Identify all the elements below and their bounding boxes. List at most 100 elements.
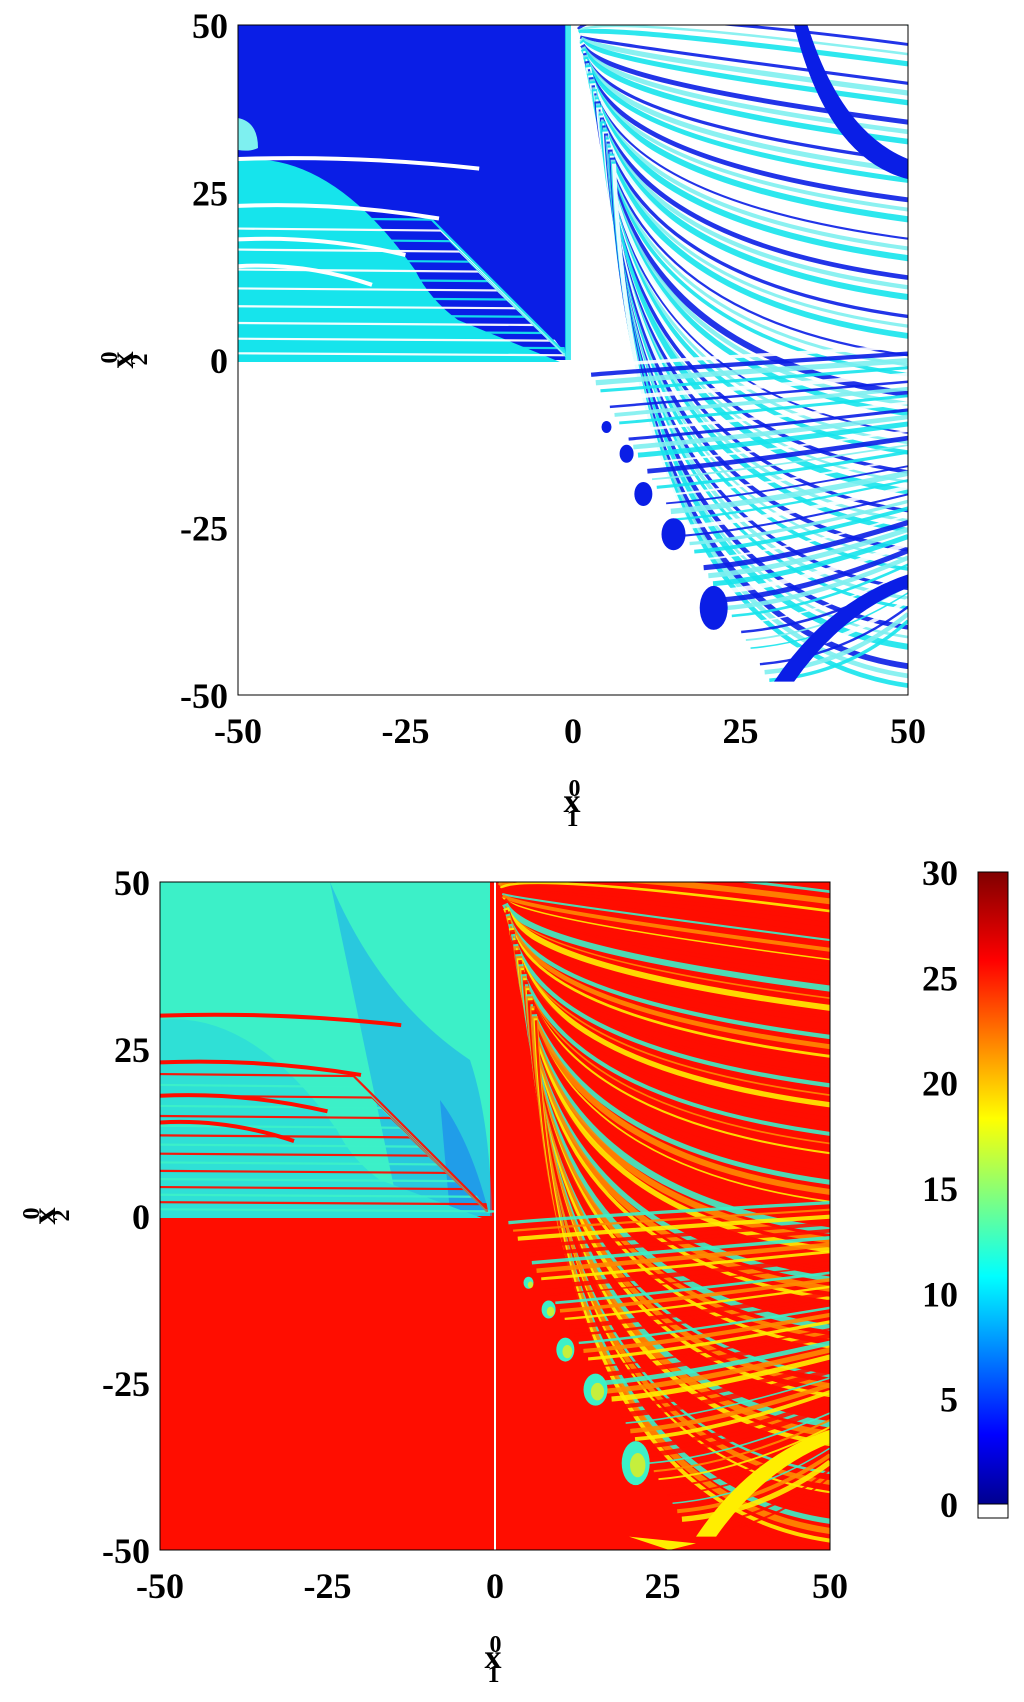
fan-wedge (564, 1285, 830, 1321)
fan-wedge (658, 1426, 830, 1481)
bottom-x-axis-label: x0 1 (485, 1632, 502, 1688)
fan-wedge (623, 401, 908, 433)
fan-wedge (587, 1320, 830, 1361)
fan-wedge (604, 372, 908, 402)
fan-wedge (614, 386, 908, 417)
fan-wedge (590, 351, 908, 377)
fan-wedge (708, 527, 908, 579)
bottom-axes-frame (159, 881, 831, 1551)
y-tick-label: 50 (192, 6, 228, 46)
lobe-boundary (160, 1093, 328, 1114)
fan-wedge (712, 534, 908, 587)
bottom-yellow-edge (629, 1536, 696, 1550)
fan-curve (579, 32, 908, 76)
bottom-teal-blobs (523, 1276, 830, 1550)
y-tick-label: 0 (210, 341, 228, 381)
colorbar-below-range (977, 1503, 1009, 1519)
bottom-left-stripes (160, 1012, 496, 1214)
fan-curve (499, 882, 830, 885)
fan-wedge (536, 1242, 830, 1274)
diagonal-blob (601, 421, 612, 433)
fan-wedge (680, 485, 908, 530)
vertical-seam (564, 25, 571, 360)
lobe-boundary (238, 263, 373, 287)
x-tick-label: 50 (812, 1566, 848, 1606)
fan-curve (579, 35, 908, 85)
fan-wedge (722, 548, 908, 603)
fan-wedge (647, 435, 908, 474)
fan-curve (507, 917, 830, 1058)
y-tick-label: -50 (102, 1531, 150, 1571)
diagonal-blob-core (590, 1382, 605, 1401)
top-x-axis-label: x0 1 (564, 776, 581, 832)
fan-wedge (755, 598, 908, 659)
colorbar-tick-label: 5 (940, 1380, 958, 1420)
fan-wedge (555, 1271, 830, 1305)
top-y-axis-label: x0 2 (97, 352, 153, 369)
fan-wedge (611, 1354, 830, 1402)
diagonal-blob-core (630, 1453, 646, 1478)
fan-wedge (595, 358, 908, 386)
fan-curve (497, 882, 830, 905)
bottom-x-ticks: -50 -25 0 25 50 (136, 1566, 848, 1606)
fan-curve (503, 906, 830, 1011)
colorbar-tick-label: 25 (922, 958, 958, 998)
lobe-boundary (238, 203, 440, 221)
fan-wedge (661, 458, 908, 497)
fan-wedge (633, 414, 908, 450)
fan-wedge (642, 430, 908, 465)
bottom-center-basin-deep (440, 1100, 488, 1212)
fan-curve (499, 882, 830, 913)
bottom-left-lobes (160, 1019, 482, 1218)
bottom-right-fan (497, 882, 830, 1550)
fan-wedge (541, 1250, 830, 1281)
colorbar-tick-label: 20 (922, 1064, 958, 1104)
fan-wedge (609, 380, 908, 409)
lobe-boundary (238, 236, 406, 257)
fan-wedge (677, 1453, 830, 1514)
diagonal-blob-core (527, 1281, 534, 1289)
fan-wedge (759, 605, 908, 666)
colorbar-tick-label: 10 (922, 1274, 958, 1314)
colorbar-tick-label: 15 (922, 1169, 958, 1209)
fan-wedge (666, 465, 908, 505)
lobe-boundary (160, 1012, 402, 1028)
top-left-lobe-tip (238, 118, 258, 151)
fan-wedge (689, 499, 908, 546)
fan-wedge (653, 1419, 830, 1473)
fan-wedge (644, 1403, 830, 1458)
fan-curve (500, 886, 830, 923)
fan-wedge (550, 1264, 830, 1296)
fan-wedge (597, 1333, 830, 1378)
colorbar-ticks: 30 25 20 15 10 5 0 (922, 853, 958, 1525)
colorbar-tick-label: 0 (940, 1485, 958, 1525)
x-tick-label: 0 (486, 1566, 504, 1606)
fan-wedge (651, 444, 908, 481)
fan-wedge (684, 493, 908, 537)
fan-wedge (736, 571, 908, 625)
fan-wedge (717, 541, 908, 595)
fan-wedge (637, 421, 908, 458)
fan-wedge (639, 1396, 830, 1450)
lobe-boundary (238, 156, 480, 171)
fan-wedge (656, 450, 908, 489)
fan-curve (507, 919, 830, 1068)
y-tick-label: -25 (102, 1364, 150, 1404)
fan-curve (577, 25, 908, 56)
y-tick-label: 25 (114, 1030, 150, 1070)
fan-wedge (508, 1200, 830, 1225)
fan-wedge (573, 1299, 830, 1337)
fan-curve (502, 902, 830, 992)
fan-wedge (703, 519, 908, 571)
top-right-band (794, 25, 908, 180)
diagonal-blob (661, 518, 686, 551)
y-tick-label: 0 (132, 1197, 150, 1237)
diagonal-blob-core (546, 1306, 555, 1317)
diagonal-blob-core (562, 1345, 573, 1359)
fan-wedge (681, 1460, 830, 1522)
fan-wedge (731, 563, 908, 618)
fan-wedge (670, 470, 908, 515)
fan-wedge (592, 1328, 830, 1368)
fan-wedge (513, 1208, 830, 1232)
fan-curve (501, 894, 830, 952)
